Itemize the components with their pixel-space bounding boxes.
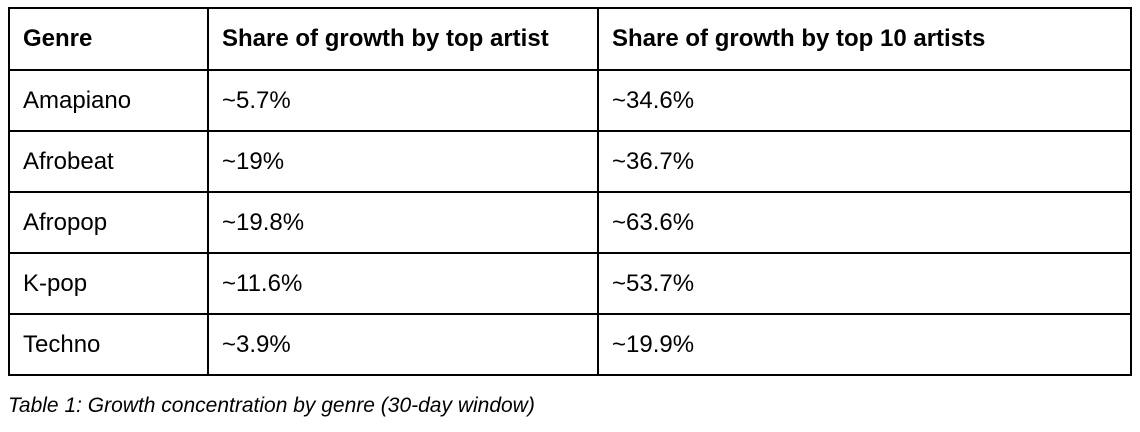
- cell-top-artist-share: ~11.6%: [207, 252, 599, 315]
- cell-top-10-share: ~63.6%: [597, 191, 1132, 254]
- cell-top-artist-share: ~19.8%: [207, 191, 599, 254]
- column-header-top-10-artists: Share of growth by top 10 artists: [597, 7, 1132, 71]
- cell-top-artist-share: ~5.7%: [207, 69, 599, 132]
- table-row: K-pop ~11.6% ~53.7%: [8, 252, 1132, 315]
- cell-genre: K-pop: [8, 252, 209, 315]
- cell-top-10-share: ~36.7%: [597, 130, 1132, 193]
- cell-top-10-share: ~53.7%: [597, 252, 1132, 315]
- column-header-top-artist: Share of growth by top artist: [207, 7, 599, 71]
- growth-concentration-table: Genre Share of growth by top artist Shar…: [8, 7, 1132, 376]
- cell-genre: Amapiano: [8, 69, 209, 132]
- cell-genre: Afrobeat: [8, 130, 209, 193]
- table-caption: Table 1: Growth concentration by genre (…: [8, 394, 535, 417]
- table-row: Techno ~3.9% ~19.9%: [8, 313, 1132, 376]
- table-row: Amapiano ~5.7% ~34.6%: [8, 69, 1132, 132]
- cell-top-10-share: ~34.6%: [597, 69, 1132, 132]
- cell-top-artist-share: ~19%: [207, 130, 599, 193]
- cell-top-artist-share: ~3.9%: [207, 313, 599, 376]
- column-header-genre: Genre: [8, 7, 209, 71]
- table-row: Afropop ~19.8% ~63.6%: [8, 191, 1132, 254]
- cell-top-10-share: ~19.9%: [597, 313, 1132, 376]
- table-header-row: Genre Share of growth by top artist Shar…: [8, 7, 1132, 71]
- table-row: Afrobeat ~19% ~36.7%: [8, 130, 1132, 193]
- cell-genre: Techno: [8, 313, 209, 376]
- cell-genre: Afropop: [8, 191, 209, 254]
